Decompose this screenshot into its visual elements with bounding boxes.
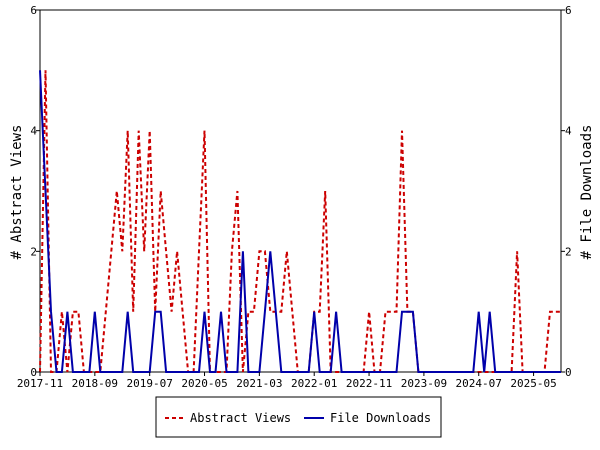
y-tick-label-left: 4 xyxy=(30,125,37,138)
legend-box xyxy=(155,396,442,438)
x-tick-label: 2025-05 xyxy=(510,377,556,390)
y-tick-label-left: 6 xyxy=(30,4,37,17)
y-tick-label-left: 2 xyxy=(30,245,37,258)
x-tick-label: 2023-09 xyxy=(401,377,447,390)
x-tick-label: 2018-09 xyxy=(72,377,118,390)
y-axis-right-title: # File Downloads xyxy=(579,125,595,260)
x-tick-label: 2017-11 xyxy=(17,377,63,390)
y-tick-label-right: 2 xyxy=(565,245,572,258)
series-line-file-downloads xyxy=(39,70,561,373)
y-axis-left-title: # Abstract Views xyxy=(9,125,25,260)
x-tick-label: 2022-11 xyxy=(346,377,392,390)
legend: Abstract Views File Downloads xyxy=(155,396,442,438)
plot-area xyxy=(39,9,562,373)
y-tick-label-right: 4 xyxy=(565,125,572,138)
series-line-abstract-views xyxy=(39,70,561,373)
x-tick-label: 2024-07 xyxy=(456,377,502,390)
y-tick-label-right: 0 xyxy=(565,366,572,379)
legend-label-abstract-views: Abstract Views xyxy=(190,411,291,425)
y-tick-label-right: 6 xyxy=(565,4,572,17)
x-tick-label: 2020-05 xyxy=(181,377,227,390)
x-tick-label: 2019-07 xyxy=(127,377,173,390)
x-tick-label: 2022-01 xyxy=(291,377,337,390)
legend-label-file-downloads: File Downloads xyxy=(330,411,431,425)
x-tick-label: 2021-03 xyxy=(236,377,282,390)
y-tick-label-left: 0 xyxy=(30,366,37,379)
